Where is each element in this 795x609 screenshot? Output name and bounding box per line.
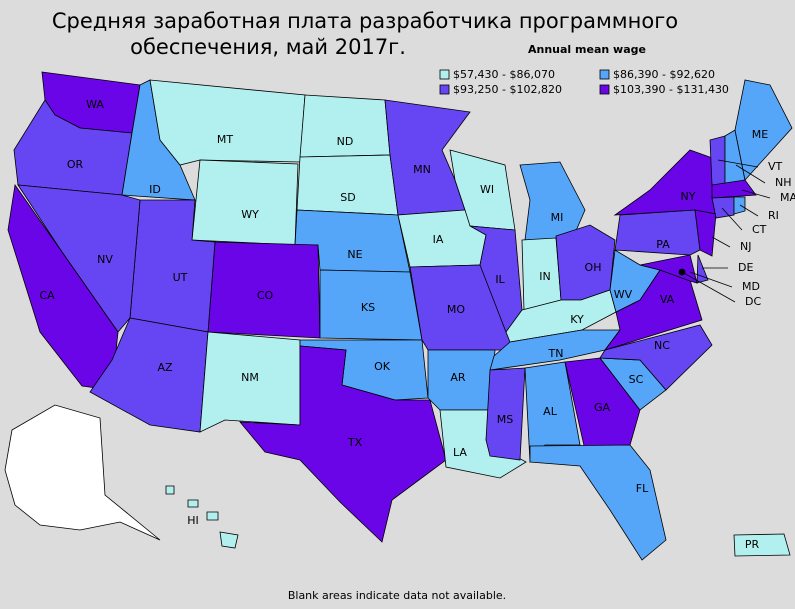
state-label: GA (594, 401, 611, 414)
state-shape (187, 499, 199, 508)
legend-label: $57,430 - $86,070 (453, 68, 555, 81)
state-shape (199, 331, 301, 433)
state-label: PR (745, 538, 760, 551)
state-label: VA (660, 293, 675, 306)
legend-swatch (439, 84, 450, 95)
leader-line (735, 164, 766, 184)
state-label: SC (629, 373, 644, 386)
state-label: WV (614, 288, 633, 301)
state-label: MN (413, 163, 431, 176)
state-shape (206, 511, 219, 521)
leader-line (717, 159, 759, 168)
state-label: KS (361, 301, 375, 314)
state-shape (296, 154, 399, 216)
footer-note: Blank areas indicate data not available. (288, 589, 506, 602)
leader-line (689, 271, 733, 288)
state-label: NE (347, 248, 362, 261)
state-label: OH (585, 261, 602, 274)
state-label: CO (257, 289, 274, 302)
state-label: VT (768, 160, 783, 173)
state-shape (191, 159, 299, 246)
legend-label: $93,250 - $102,820 (453, 83, 562, 96)
state-label: CA (39, 289, 55, 302)
title-line: Средняя заработная плата разработчика пр… (52, 9, 678, 33)
title-line: обеспечения, май 2017г. (130, 35, 406, 59)
subtitle: Annual mean wage (528, 43, 646, 56)
state-label: ND (337, 135, 354, 148)
state-label: IL (495, 273, 505, 286)
state-label: IA (433, 233, 444, 246)
state-shape (733, 196, 746, 215)
leader-line (721, 207, 743, 231)
state-label: FL (636, 482, 649, 495)
state-label: NM (241, 371, 259, 384)
state-label: MT (217, 133, 233, 146)
state-label: LA (453, 446, 467, 459)
state-shape (599, 324, 713, 391)
state-label: WA (86, 98, 104, 111)
state-label: OK (374, 360, 391, 373)
state-label: RI (768, 209, 779, 222)
state-label: NY (681, 190, 696, 203)
state-shape (219, 531, 239, 549)
state-label: NJ (740, 240, 751, 253)
state-shape (564, 357, 641, 451)
legend-label: $86,390 - $92,620 (613, 68, 715, 81)
state-label: OR (67, 158, 84, 171)
leader-line (681, 271, 736, 303)
state-shape (524, 361, 581, 463)
state-label: NV (97, 253, 113, 266)
state-label: PA (656, 238, 670, 251)
alaska-blank (4, 404, 161, 541)
leader-line (739, 204, 759, 217)
state-label: SD (340, 191, 355, 204)
state-label: TN (548, 347, 564, 360)
state-shape (711, 179, 757, 199)
state-label: TX (347, 436, 363, 449)
state-shape (734, 79, 793, 181)
state-label: ME (752, 128, 768, 141)
state-label: DE (738, 261, 753, 274)
state-shape (165, 485, 175, 495)
state-label: IN (539, 270, 550, 283)
leader-line (711, 236, 731, 248)
state-label: MD (742, 280, 760, 293)
state-label: MI (551, 211, 564, 224)
state-label: MA (780, 191, 795, 204)
state-label: NC (654, 339, 670, 352)
state-shape (149, 79, 306, 166)
state-label: UT (173, 271, 188, 284)
state-label: CT (752, 223, 767, 236)
leader-line (741, 189, 771, 199)
state-label: MS (497, 413, 513, 426)
state-shape (711, 196, 735, 219)
state-label: MO (447, 303, 465, 316)
state-label: HI (187, 514, 199, 527)
state-label: AR (450, 371, 466, 384)
state-shape (485, 367, 526, 461)
state-label: NH (775, 176, 792, 189)
legend-swatch (599, 69, 610, 80)
state-shape (639, 254, 698, 284)
state-label: AZ (157, 361, 173, 374)
state-shape (529, 444, 667, 561)
legend-swatch (439, 69, 450, 80)
state-label: KY (570, 313, 584, 326)
state-shape (694, 209, 717, 257)
state-shape (696, 254, 709, 284)
state-label: ID (149, 183, 161, 196)
legend-label: $103,390 - $131,430 (613, 83, 729, 96)
state-label: WY (241, 208, 259, 221)
state-label: AL (543, 405, 558, 418)
state-shape (239, 345, 447, 543)
state-label: WI (480, 183, 494, 196)
state-label: DC (745, 295, 761, 308)
state-shape (733, 533, 791, 557)
legend-swatch (599, 84, 610, 95)
